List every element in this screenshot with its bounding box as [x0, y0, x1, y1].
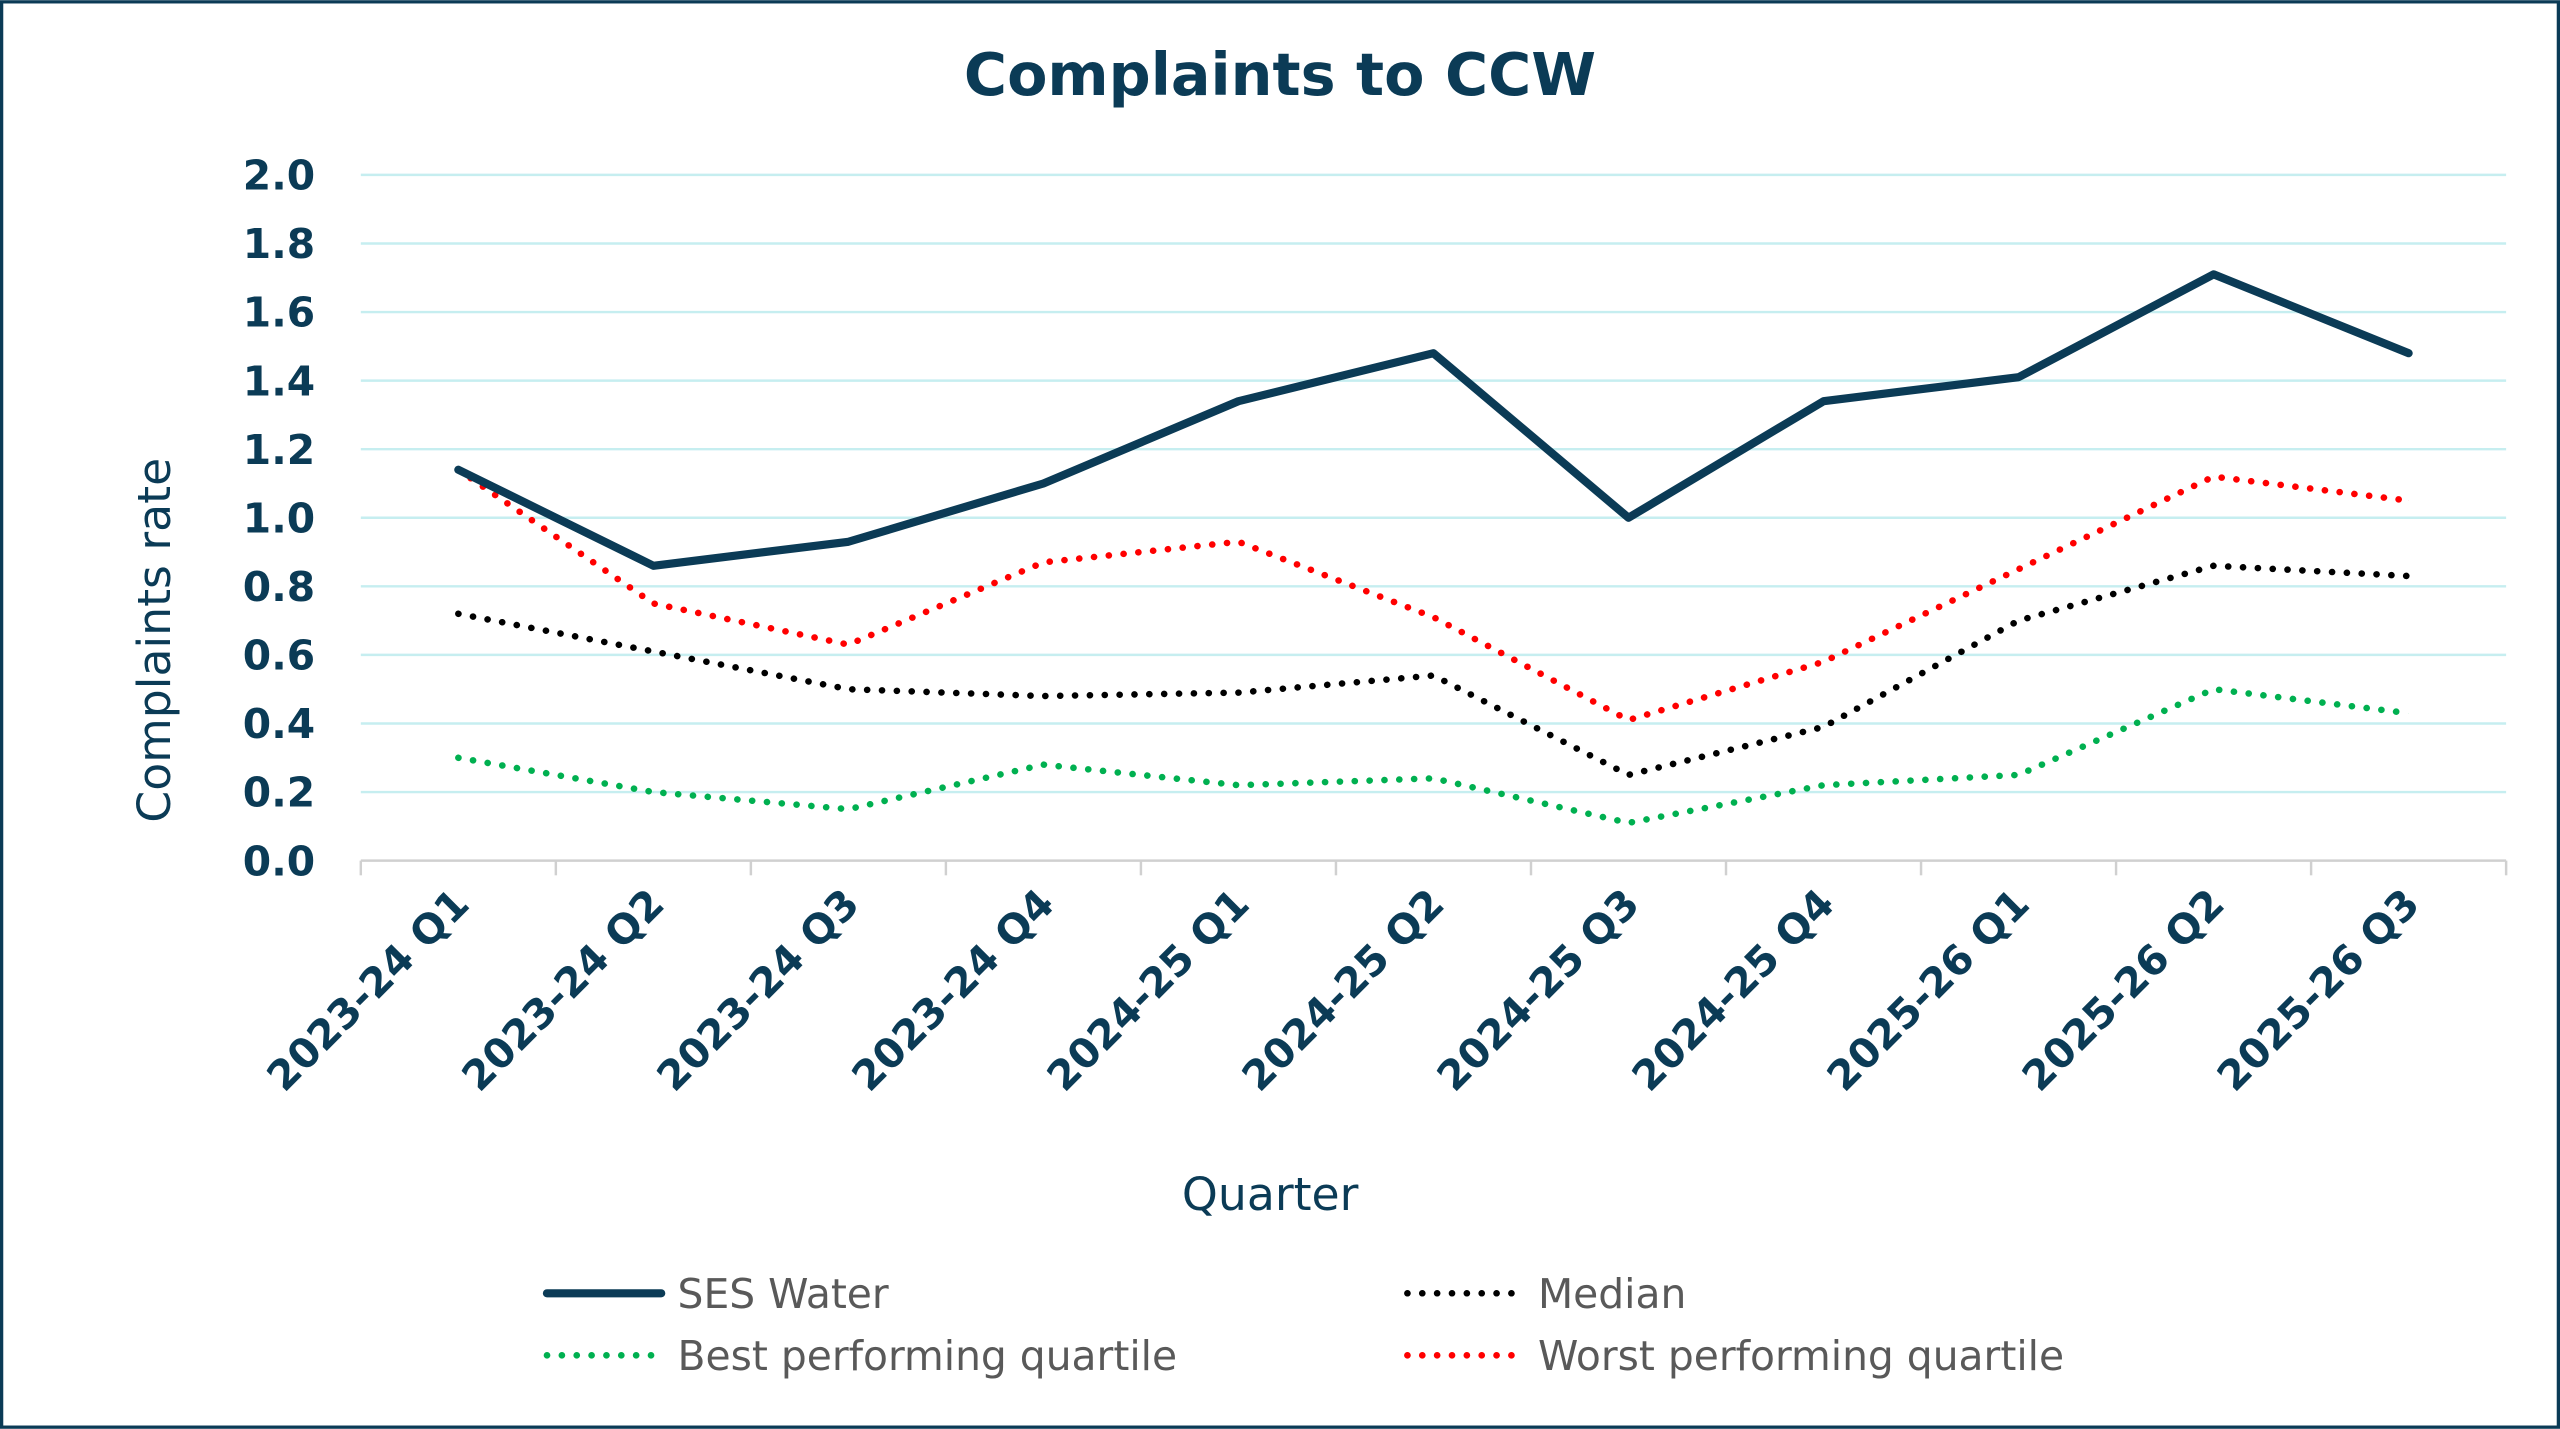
y-tick-label: 0.8	[243, 563, 315, 611]
y-tick-label: 0.4	[243, 700, 315, 748]
y-tick-label: 1.2	[243, 426, 315, 474]
y-tick-label: 1.4	[243, 357, 315, 405]
legend-label: Worst performing quartile	[1538, 1332, 2064, 1380]
y-tick-label: 0.2	[243, 769, 315, 817]
y-tick-label: 1.8	[243, 220, 315, 268]
legend-label: Median	[1538, 1270, 1686, 1318]
legend-label: Best performing quartile	[678, 1332, 1178, 1380]
y-tick-labels: 0.0 0.2 0.4 0.6 0.8 1.0 1.2 1.4 1.6 1.8 2.0	[243, 152, 315, 886]
y-tick-label: 2.0	[243, 152, 315, 200]
y-tick-label: 1.0	[243, 494, 315, 542]
y-axis-label: Complaints rate	[128, 458, 181, 823]
chart-title: Complaints to CCW	[964, 40, 1596, 109]
legend-label: SES Water	[678, 1270, 889, 1318]
legend: SES Water Median Best performing quartile W…	[542, 1270, 2064, 1380]
gridlines	[359, 173, 2508, 876]
y-tick-label: 0.6	[243, 632, 315, 680]
y-tick-label: 1.6	[243, 289, 315, 337]
y-tick-label: 0.0	[243, 837, 315, 885]
series-lines	[454, 270, 2413, 827]
x-axis-label: Quarter	[1182, 1168, 1359, 1221]
series-line-best-performing-quartile	[455, 685, 2412, 827]
